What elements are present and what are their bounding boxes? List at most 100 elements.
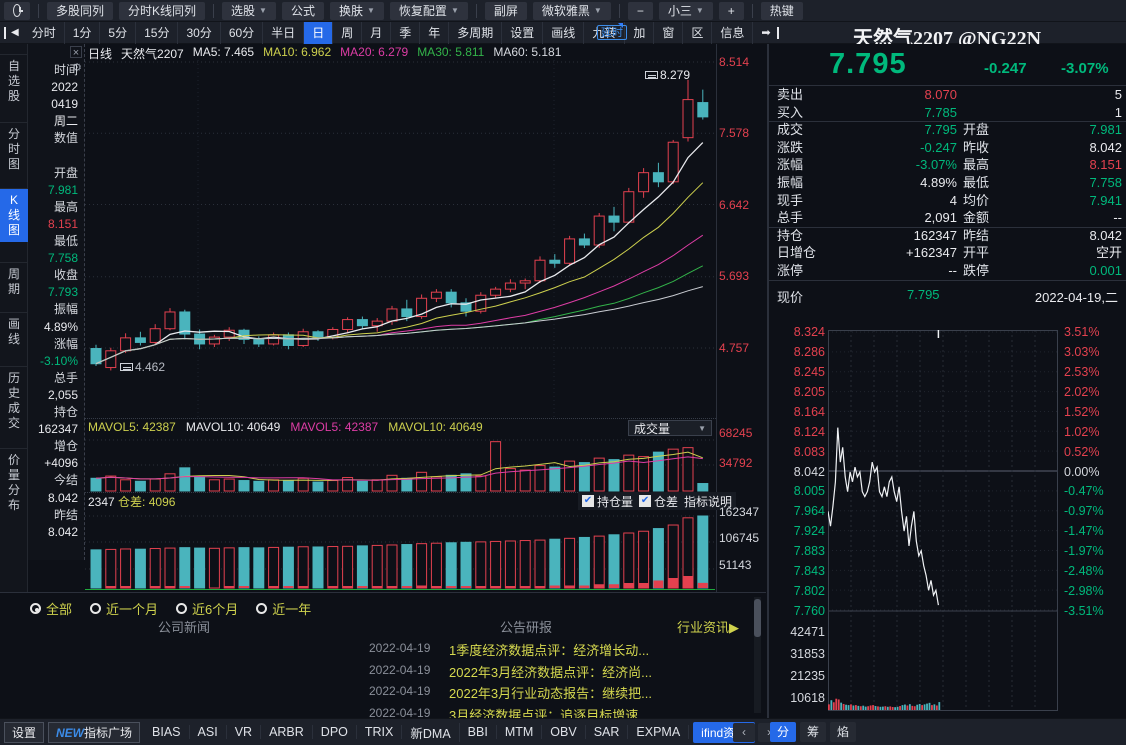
news-filter-近6个月[interactable]: 近6个月: [176, 599, 238, 618]
period-tab-周[interactable]: 周: [333, 21, 363, 44]
period-tab-多周期[interactable]: 多周期: [449, 21, 503, 44]
settings-tab[interactable]: 设置: [4, 721, 45, 743]
indicator-tab-OBV[interactable]: OBV: [542, 725, 586, 739]
collapse-left-icon[interactable]: ◀: [4, 26, 24, 39]
quote-label: 最低: [963, 175, 990, 190]
indicator-tab-ARBR[interactable]: ARBR: [261, 725, 313, 739]
toolbar-button-多股同列[interactable]: 多股同列: [47, 1, 114, 20]
jump-right-icon[interactable]: ➡: [755, 26, 779, 39]
industry-news-link[interactable]: 行业资讯▶: [677, 620, 739, 635]
news-filter-近一年[interactable]: 近一年: [256, 599, 311, 618]
close-icon[interactable]: ×: [70, 46, 82, 59]
volume-indicator-dropdown[interactable]: 成交量 ▼: [628, 420, 712, 436]
period-tab-画线[interactable]: 画线: [543, 21, 585, 44]
period-tab-60分[interactable]: 60分: [221, 21, 264, 44]
intraday-chart[interactable]: [828, 330, 1058, 712]
period-tab-30分[interactable]: 30分: [178, 21, 221, 44]
quote-row: 涨停 -- 跌停 0.001: [777, 262, 1122, 280]
mavol-value: MAVOL10: 40649: [185, 420, 281, 434]
news-item-title[interactable]: 1季度经济数据点评：经济增长动...: [449, 643, 650, 658]
checkbox-持仓量[interactable]: ✔ 持仓量: [582, 493, 633, 510]
tool-区[interactable]: 区: [683, 21, 713, 44]
sidebar-item-自选股[interactable]: 自选股: [0, 54, 28, 108]
toolbar-button-微软雅黑[interactable]: 微软雅黑 ▼: [532, 1, 611, 20]
indicator-tab-VR[interactable]: VR: [227, 725, 262, 739]
news-column-company[interactable]: 公司新闻: [158, 620, 211, 635]
news-scrollbar[interactable]: [754, 597, 761, 713]
toolbar-button-小三[interactable]: 小三 ▼: [658, 1, 713, 20]
quote-value: 162347: [913, 227, 957, 243]
indicator-tab-DPO[interactable]: DPO: [313, 725, 357, 739]
period-tab-设置[interactable]: 设置: [502, 21, 544, 44]
chevron-down-icon: ▼: [259, 5, 267, 15]
toolbar-button-换肤[interactable]: 换肤 ▼: [329, 1, 384, 20]
quote-label: 卖出: [777, 87, 804, 102]
chevron-down-icon: ▼: [367, 5, 375, 15]
news-item-title[interactable]: 2022年3月经济数据点评：经济尚...: [449, 664, 652, 680]
view-tab-分[interactable]: 分: [770, 722, 796, 742]
period-tab-季[interactable]: 季: [391, 21, 421, 44]
indicator-tab-BIAS[interactable]: BIAS: [144, 725, 190, 739]
toolbar-button-副屏[interactable]: 副屏: [484, 1, 527, 20]
period-tab-半日[interactable]: 半日: [263, 21, 305, 44]
period-tab-月[interactable]: 月: [362, 21, 392, 44]
indicator-tab-EXPMA[interactable]: EXPMA: [628, 725, 690, 739]
toolbar-button-恢复配置[interactable]: 恢复配置 ▼: [389, 1, 468, 20]
indicator-tab-TRIX[interactable]: TRIX: [357, 725, 403, 739]
news-column-reports[interactable]: 公告研报: [500, 620, 553, 635]
indicator-help-link[interactable]: 指标说明: [684, 494, 733, 509]
toolbar-button-−[interactable]: −: [627, 1, 653, 20]
gear-icon[interactable]: ⚙: [72, 62, 82, 74]
indicator-tab-MTM[interactable]: MTM: [497, 725, 543, 739]
toolbar-button-公式[interactable]: 公式: [281, 1, 324, 20]
sidebar-item-价量分布[interactable]: 价量分布: [0, 448, 28, 517]
indicator-tab-ASI[interactable]: ASI: [190, 725, 227, 739]
kline-chart[interactable]: [85, 60, 715, 418]
period-tab-分时[interactable]: 分时: [24, 21, 65, 44]
period-tab-年[interactable]: 年: [420, 21, 450, 44]
sidebar-item-画线[interactable]: 画线: [0, 312, 28, 351]
checkbox-仓差[interactable]: ✔ 仓差: [639, 493, 678, 510]
view-tab-焰[interactable]: 焰: [830, 722, 856, 742]
news-filter-近一个月[interactable]: 近一个月: [90, 599, 158, 618]
data-label: 总手: [53, 370, 78, 385]
tool-信息[interactable]: 信息: [712, 21, 754, 44]
intraday-pct-label: -2.48%: [1064, 564, 1104, 579]
toolbar-button-+[interactable]: +: [718, 1, 744, 20]
tool-加[interactable]: 加: [625, 21, 655, 44]
volume-chart[interactable]: [85, 430, 715, 492]
clock-button[interactable]: [4, 1, 30, 20]
sidebar-item-历史成交[interactable]: 历史成交: [0, 366, 28, 435]
quote-label: 振幅: [777, 175, 804, 190]
sidebar-item-分时图[interactable]: 分时图: [0, 122, 28, 176]
view-tab-筹[interactable]: 筹: [800, 722, 826, 742]
top-toolbar: 多股同列 分时K线同列 选股 ▼ 公式 换肤 ▼ 恢复配置 ▼ 副屏 微软雅黑 ▼ − 小三 ▼ + 热键: [0, 0, 1126, 22]
intraday-pct-label: 2.53%: [1064, 364, 1100, 379]
period-tab-15分[interactable]: 15分: [136, 21, 179, 44]
period-tab-5分[interactable]: 5分: [100, 21, 137, 44]
intraday-price-label: 8.042: [793, 464, 825, 479]
toolbar-button-热键[interactable]: 热键: [760, 1, 803, 20]
intraday-price-label: 8.205: [793, 384, 825, 399]
period-tab-1分[interactable]: 1分: [65, 21, 101, 44]
open-interest-chart[interactable]: [85, 510, 715, 592]
axis-tick-label: 8.514: [719, 55, 750, 69]
quote-value: +162347: [906, 245, 957, 261]
period-tab-日[interactable]: 日: [304, 21, 334, 44]
news-item-date: 2022-04-19: [369, 705, 431, 720]
indicator-market-tab[interactable]: NEW指标广场: [48, 721, 141, 743]
indicator-tab-BBI[interactable]: BBI: [460, 725, 497, 739]
scroll-left-arrow[interactable]: ‹: [733, 722, 755, 742]
tool-窗[interactable]: 窗: [654, 21, 684, 44]
intraday-pct-label: 0.52%: [1064, 444, 1100, 459]
indicator-tab-新DMA[interactable]: 新DMA: [402, 722, 460, 742]
scrollbar-thumb[interactable]: [754, 599, 761, 637]
indicator-tab-SAR[interactable]: SAR: [586, 725, 629, 739]
news-item-title[interactable]: 2022年3月行业动态报告：继续把...: [449, 686, 652, 701]
ma-value: MA10: 6.962: [263, 45, 332, 59]
sidebar-item-周期[interactable]: 周期: [0, 262, 28, 301]
toolbar-button-选股[interactable]: 选股 ▼: [222, 1, 276, 20]
news-filter-全部[interactable]: 全部: [30, 599, 72, 618]
toolbar-button-分时K线同列[interactable]: 分时K线同列: [119, 1, 206, 20]
